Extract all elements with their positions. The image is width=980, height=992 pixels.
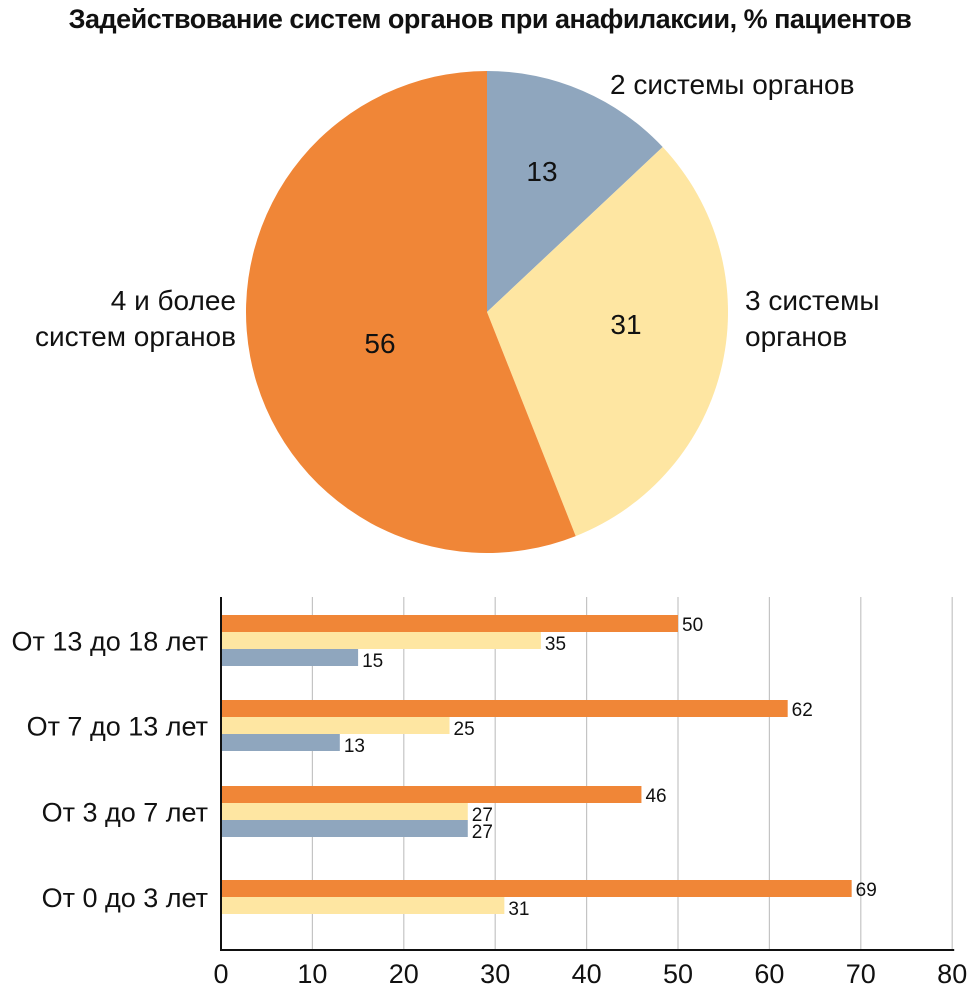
x-tick-label: 40 — [572, 959, 602, 989]
bar — [221, 632, 541, 649]
x-tick-label: 50 — [663, 959, 693, 989]
bar-value-label: 69 — [856, 880, 877, 901]
bar — [221, 897, 505, 914]
bar — [221, 700, 788, 717]
bar-value-label: 13 — [344, 736, 365, 757]
x-tick-label: 60 — [754, 959, 784, 989]
category-label: От 3 до 7 лет — [42, 798, 208, 828]
bar — [221, 803, 468, 820]
bar — [221, 734, 340, 751]
pie-value-label: 31 — [610, 309, 641, 340]
x-tick-label: 0 — [213, 959, 228, 989]
x-tick-label: 70 — [846, 959, 876, 989]
bar-value-label: 35 — [545, 634, 566, 655]
pie-chart: 13 2 системы органов 31 3 системы органов 56 4… — [35, 69, 879, 553]
chart-title: Задействование систем органов при анафил… — [68, 4, 912, 34]
bar-value-label: 25 — [454, 719, 475, 740]
pie-value-label: 56 — [364, 328, 395, 359]
bar-value-label: 50 — [682, 615, 703, 636]
category-label: От 0 до 3 лет — [42, 883, 208, 913]
x-tick-label: 80 — [937, 959, 967, 989]
pie-slice-label: 3 системы органов — [745, 285, 879, 352]
bar — [221, 820, 468, 837]
bar-value-label: 15 — [362, 651, 383, 672]
bar-value-label: 46 — [645, 786, 666, 807]
x-tick-label: 20 — [389, 959, 419, 989]
bar — [221, 615, 678, 632]
bar-value-label: 31 — [508, 899, 529, 920]
x-tick-label: 10 — [297, 959, 327, 989]
bar-value-label: 62 — [792, 700, 813, 721]
bar — [221, 717, 450, 734]
pie-slice — [487, 71, 663, 312]
category-label: От 13 до 18 лет — [12, 627, 208, 657]
bar-value-label: 27 — [472, 822, 493, 843]
category-label: От 7 до 13 лет — [27, 712, 208, 742]
bar-value-label: 27 — [472, 805, 493, 826]
bar — [221, 649, 359, 666]
pie-slice-label: 2 системы органов — [610, 69, 854, 100]
bar — [221, 880, 852, 897]
pie-value-label: 13 — [526, 156, 557, 187]
pie-slice — [246, 71, 576, 553]
pie-slice — [487, 147, 729, 537]
pie-slice-label: 4 и более систем органов — [35, 285, 236, 352]
x-tick-label: 30 — [480, 959, 510, 989]
bar — [221, 786, 642, 803]
